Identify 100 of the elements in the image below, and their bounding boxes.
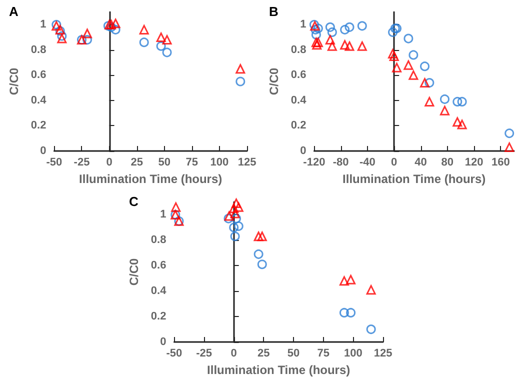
y-tick-label: 0 <box>40 145 46 157</box>
point <box>254 249 264 259</box>
point <box>457 120 467 130</box>
chart-title: C <box>129 194 139 209</box>
x-tick-label: 40 <box>414 156 427 168</box>
y-tick-label: 0.4 <box>30 94 48 106</box>
x-axis-title: Illumination Time (hours) <box>79 172 222 186</box>
x-tick-label: -25 <box>74 156 90 168</box>
point <box>236 64 246 74</box>
point <box>440 94 450 104</box>
point <box>388 27 398 37</box>
point <box>254 232 264 242</box>
y-axis-title: C/C0 <box>267 68 281 96</box>
x-tick-label: 25 <box>130 156 143 168</box>
point <box>231 198 241 208</box>
x-tick-label: -120 <box>303 156 326 168</box>
point <box>229 204 239 214</box>
point <box>156 41 166 51</box>
point <box>162 48 172 58</box>
x-tick-label: 120 <box>464 156 484 168</box>
point <box>457 96 467 106</box>
point <box>340 24 350 34</box>
point <box>224 211 234 221</box>
point <box>162 35 172 45</box>
point <box>392 62 402 72</box>
x-tick-label: -50 <box>166 348 182 360</box>
point <box>236 76 246 86</box>
x-tick-label: 75 <box>317 348 330 360</box>
point <box>310 24 320 34</box>
point <box>139 24 149 34</box>
y-tick-label: 0.6 <box>150 260 166 272</box>
chart-title: A <box>9 4 19 19</box>
point <box>327 41 337 51</box>
y-tick-label: 0.2 <box>290 120 306 132</box>
point <box>424 96 434 106</box>
point <box>339 308 349 318</box>
point <box>344 22 354 32</box>
y-tick-label: 0.4 <box>150 285 168 298</box>
point <box>408 70 418 80</box>
point <box>424 78 434 88</box>
x-tick-label: 0 <box>391 156 398 168</box>
point <box>312 40 322 50</box>
x-tick-label: 50 <box>287 348 300 360</box>
point <box>388 48 398 58</box>
point <box>257 232 267 242</box>
point <box>82 35 92 45</box>
point <box>340 40 350 50</box>
y-tick-label: 0.4 <box>290 94 308 106</box>
point <box>139 38 149 48</box>
point <box>325 35 335 45</box>
y-axis-title: C/C0 <box>127 258 141 286</box>
point <box>404 60 414 70</box>
x-tick-label: 75 <box>186 156 198 168</box>
point <box>504 128 514 138</box>
point <box>357 41 367 51</box>
point <box>156 32 166 42</box>
point <box>257 260 267 270</box>
point <box>366 324 376 334</box>
point <box>230 232 240 242</box>
chart-title: B <box>269 4 278 19</box>
point <box>313 24 323 34</box>
y-tick-label: 0.6 <box>290 69 306 82</box>
point <box>440 106 450 116</box>
point <box>82 28 92 38</box>
x-tick-label: 160 <box>492 156 510 168</box>
point <box>420 78 430 88</box>
x-tick-label: 100 <box>210 156 229 168</box>
x-tick-label: 125 <box>374 348 392 360</box>
point <box>231 214 241 224</box>
x-tick-label: 25 <box>258 348 270 360</box>
point <box>420 62 430 72</box>
y-tick-label: 0.6 <box>30 69 46 82</box>
x-tick-label: 125 <box>238 156 256 168</box>
y-tick-label: 0.2 <box>30 120 46 132</box>
point <box>229 222 239 232</box>
y-tick-label: 0.2 <box>150 310 166 323</box>
x-tick-label: 100 <box>344 348 362 360</box>
point <box>366 285 376 295</box>
y-tick-label: 1 <box>160 208 166 221</box>
y-tick-label: 1 <box>300 18 306 31</box>
point <box>57 34 67 44</box>
point <box>339 276 349 286</box>
point <box>311 30 321 40</box>
point <box>325 22 335 32</box>
x-tick-label: 0 <box>106 156 112 168</box>
point <box>110 24 120 34</box>
y-tick-label: 1 <box>40 18 46 31</box>
x-tick-label: -40 <box>360 156 376 168</box>
point <box>230 208 240 218</box>
point <box>452 96 462 106</box>
point <box>327 27 337 37</box>
point <box>57 31 67 41</box>
point <box>344 41 354 51</box>
point <box>234 221 244 231</box>
y-tick-label: 0.8 <box>30 44 46 56</box>
x-axis-title: Illumination Time (hours) <box>342 172 486 186</box>
point <box>404 34 414 44</box>
y-tick-label: 0 <box>160 336 166 348</box>
x-tick-label: -80 <box>332 156 349 168</box>
x-tick-label: -50 <box>46 156 62 168</box>
